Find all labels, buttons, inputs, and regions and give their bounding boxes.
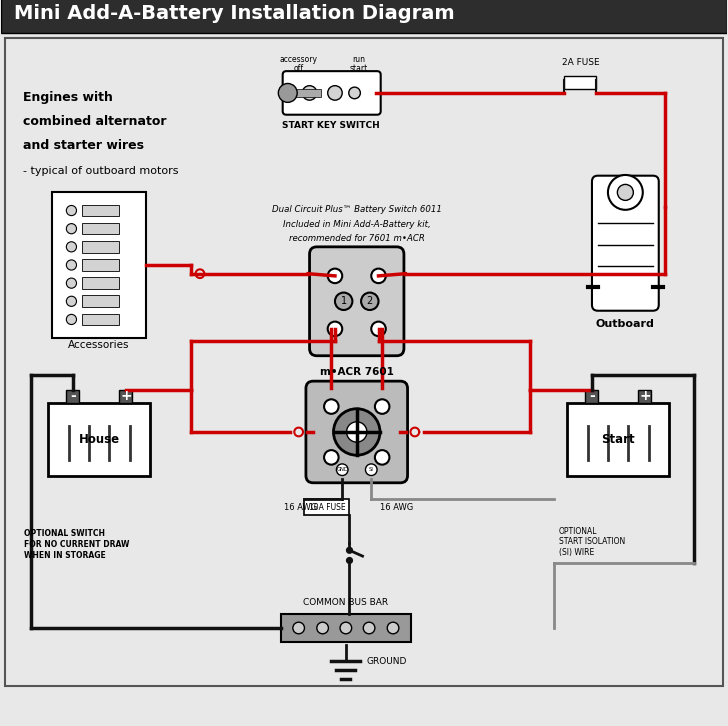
Bar xyxy=(48,403,150,476)
Text: run: run xyxy=(352,55,365,65)
Bar xyxy=(82,205,119,216)
Circle shape xyxy=(617,184,633,200)
Text: START KEY SWITCH: START KEY SWITCH xyxy=(282,121,380,130)
Circle shape xyxy=(361,293,379,310)
Circle shape xyxy=(66,205,76,216)
Text: +: + xyxy=(120,389,132,404)
Text: 16 AWG: 16 AWG xyxy=(380,502,414,512)
Circle shape xyxy=(347,547,352,553)
Text: GROUND: GROUND xyxy=(366,657,406,666)
Circle shape xyxy=(66,278,76,288)
Circle shape xyxy=(347,558,352,563)
Bar xyxy=(563,76,596,89)
Circle shape xyxy=(608,175,643,210)
Bar xyxy=(119,390,132,403)
Bar xyxy=(4,38,724,686)
Circle shape xyxy=(328,322,342,336)
Text: SI: SI xyxy=(369,468,373,472)
Circle shape xyxy=(66,314,76,325)
Circle shape xyxy=(347,422,367,442)
Circle shape xyxy=(66,296,76,306)
Circle shape xyxy=(335,293,352,310)
Circle shape xyxy=(375,399,389,414)
Bar xyxy=(280,614,411,642)
Text: (SI) WIRE: (SI) WIRE xyxy=(558,548,594,558)
Text: 2A FUSE: 2A FUSE xyxy=(561,58,599,68)
Bar xyxy=(585,390,598,403)
Text: GND: GND xyxy=(336,468,348,472)
Bar xyxy=(304,499,349,515)
Circle shape xyxy=(371,269,386,283)
Circle shape xyxy=(333,409,380,455)
Circle shape xyxy=(375,450,389,465)
Bar xyxy=(567,403,669,476)
Text: WHEN IN STORAGE: WHEN IN STORAGE xyxy=(24,550,106,560)
Bar xyxy=(82,277,119,289)
Text: off: off xyxy=(293,64,304,73)
Text: START ISOLATION: START ISOLATION xyxy=(558,537,625,547)
Bar xyxy=(52,192,146,338)
Bar xyxy=(82,223,119,234)
FancyBboxPatch shape xyxy=(309,247,404,356)
Text: OPTIONAL SWITCH: OPTIONAL SWITCH xyxy=(24,529,106,538)
Circle shape xyxy=(336,464,348,476)
Bar xyxy=(66,390,79,403)
Text: FOR NO CURRENT DRAW: FOR NO CURRENT DRAW xyxy=(24,539,130,549)
FancyBboxPatch shape xyxy=(1,0,727,33)
Circle shape xyxy=(349,87,360,99)
Circle shape xyxy=(278,83,297,102)
Circle shape xyxy=(365,464,377,476)
Circle shape xyxy=(328,269,342,283)
Text: Accessories: Accessories xyxy=(68,340,130,351)
Text: recommended for 7601 m•ACR: recommended for 7601 m•ACR xyxy=(289,234,424,243)
Text: Engines with: Engines with xyxy=(23,91,113,104)
FancyBboxPatch shape xyxy=(592,176,659,311)
Text: - typical of outboard motors: - typical of outboard motors xyxy=(23,166,178,176)
Circle shape xyxy=(324,399,339,414)
Text: 16 AWG: 16 AWG xyxy=(284,502,317,512)
Circle shape xyxy=(66,260,76,270)
Circle shape xyxy=(293,622,304,634)
Text: combined alternator: combined alternator xyxy=(23,115,166,128)
Text: +: + xyxy=(639,389,651,404)
Bar xyxy=(82,259,119,271)
Circle shape xyxy=(363,622,375,634)
Circle shape xyxy=(302,86,317,100)
Circle shape xyxy=(317,622,328,634)
Bar xyxy=(638,390,652,403)
Text: accessory: accessory xyxy=(280,55,317,65)
Bar xyxy=(82,295,119,307)
Text: 10A FUSE: 10A FUSE xyxy=(309,503,345,512)
Text: and starter wires: and starter wires xyxy=(23,139,144,152)
Text: 2: 2 xyxy=(367,296,373,306)
Text: m•ACR 7601: m•ACR 7601 xyxy=(320,367,394,378)
Text: OPTIONAL: OPTIONAL xyxy=(558,526,597,536)
Text: -: - xyxy=(589,389,595,404)
Circle shape xyxy=(387,622,399,634)
Text: Outboard: Outboard xyxy=(596,319,654,329)
Circle shape xyxy=(328,86,342,100)
FancyBboxPatch shape xyxy=(306,381,408,483)
Text: Start: Start xyxy=(601,433,635,446)
Circle shape xyxy=(371,322,386,336)
Circle shape xyxy=(324,450,339,465)
Text: COMMON BUS BAR: COMMON BUS BAR xyxy=(304,597,389,607)
Bar xyxy=(286,89,321,97)
FancyBboxPatch shape xyxy=(282,71,381,115)
Text: -: - xyxy=(70,389,76,404)
Text: Dual Circuit Plus™ Battery Switch 6011: Dual Circuit Plus™ Battery Switch 6011 xyxy=(272,205,442,214)
Circle shape xyxy=(66,224,76,234)
Text: Included in Mini Add-A-Battery kit,: Included in Mini Add-A-Battery kit, xyxy=(283,219,431,229)
Circle shape xyxy=(340,622,352,634)
Circle shape xyxy=(66,242,76,252)
Text: 1: 1 xyxy=(341,296,347,306)
Bar xyxy=(82,314,119,325)
Text: House: House xyxy=(79,433,119,446)
Text: Mini Add-A-Battery Installation Diagram: Mini Add-A-Battery Installation Diagram xyxy=(14,4,455,23)
Text: start: start xyxy=(349,64,368,73)
Bar xyxy=(82,241,119,253)
